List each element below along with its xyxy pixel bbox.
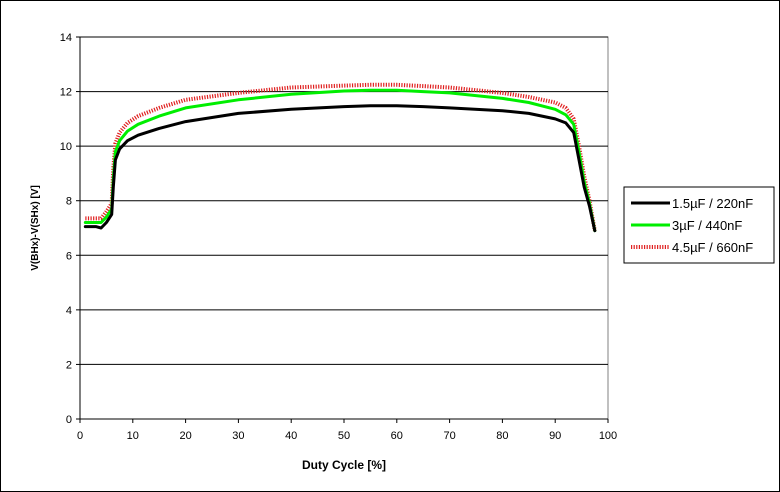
x-tick-label: 40 bbox=[285, 430, 297, 442]
legend: 1.5µF / 220nF 3µF / 440nF 4.5µF / 660nF bbox=[623, 186, 775, 264]
x-tick-label: 20 bbox=[179, 430, 191, 442]
x-tick-label: 100 bbox=[599, 430, 617, 442]
y-tick-label: 10 bbox=[60, 141, 72, 153]
x-tick-label: 50 bbox=[338, 430, 350, 442]
y-axis-title: V(BHx)-V(SHx) [V] bbox=[30, 185, 41, 271]
legend-label-1: 1.5µF / 220nF bbox=[672, 196, 753, 211]
y-tick-label: 0 bbox=[66, 414, 72, 426]
x-tick-label: 0 bbox=[77, 430, 83, 442]
y-tick-label: 8 bbox=[66, 196, 72, 208]
x-tick-label: 80 bbox=[496, 430, 508, 442]
x-tick-label: 30 bbox=[232, 430, 244, 442]
legend-label-3: 4.5µF / 660nF bbox=[672, 240, 753, 255]
y-tick-label: 6 bbox=[66, 250, 72, 262]
x-tick-label: 70 bbox=[443, 430, 455, 442]
series-line-1 bbox=[83, 104, 597, 233]
y-tick-label: 4 bbox=[66, 305, 72, 317]
plot-area bbox=[79, 36, 609, 420]
y-tick-label: 2 bbox=[66, 359, 72, 371]
x-axis-title: Duty Cycle [%] bbox=[302, 458, 386, 472]
legend-label-2: 3µF / 440nF bbox=[672, 218, 742, 233]
y-tick-label: 14 bbox=[60, 32, 72, 44]
x-tick-label: 10 bbox=[127, 430, 139, 442]
x-tick-label: 90 bbox=[549, 430, 561, 442]
axes: 0 2 4 6 8 10 12 14 0 10 20 30 40 50 60 70 80 90 100 bbox=[60, 32, 617, 442]
y-tick-label: 12 bbox=[60, 87, 72, 99]
series-lines bbox=[83, 82, 597, 233]
x-tick-label: 60 bbox=[391, 430, 403, 442]
